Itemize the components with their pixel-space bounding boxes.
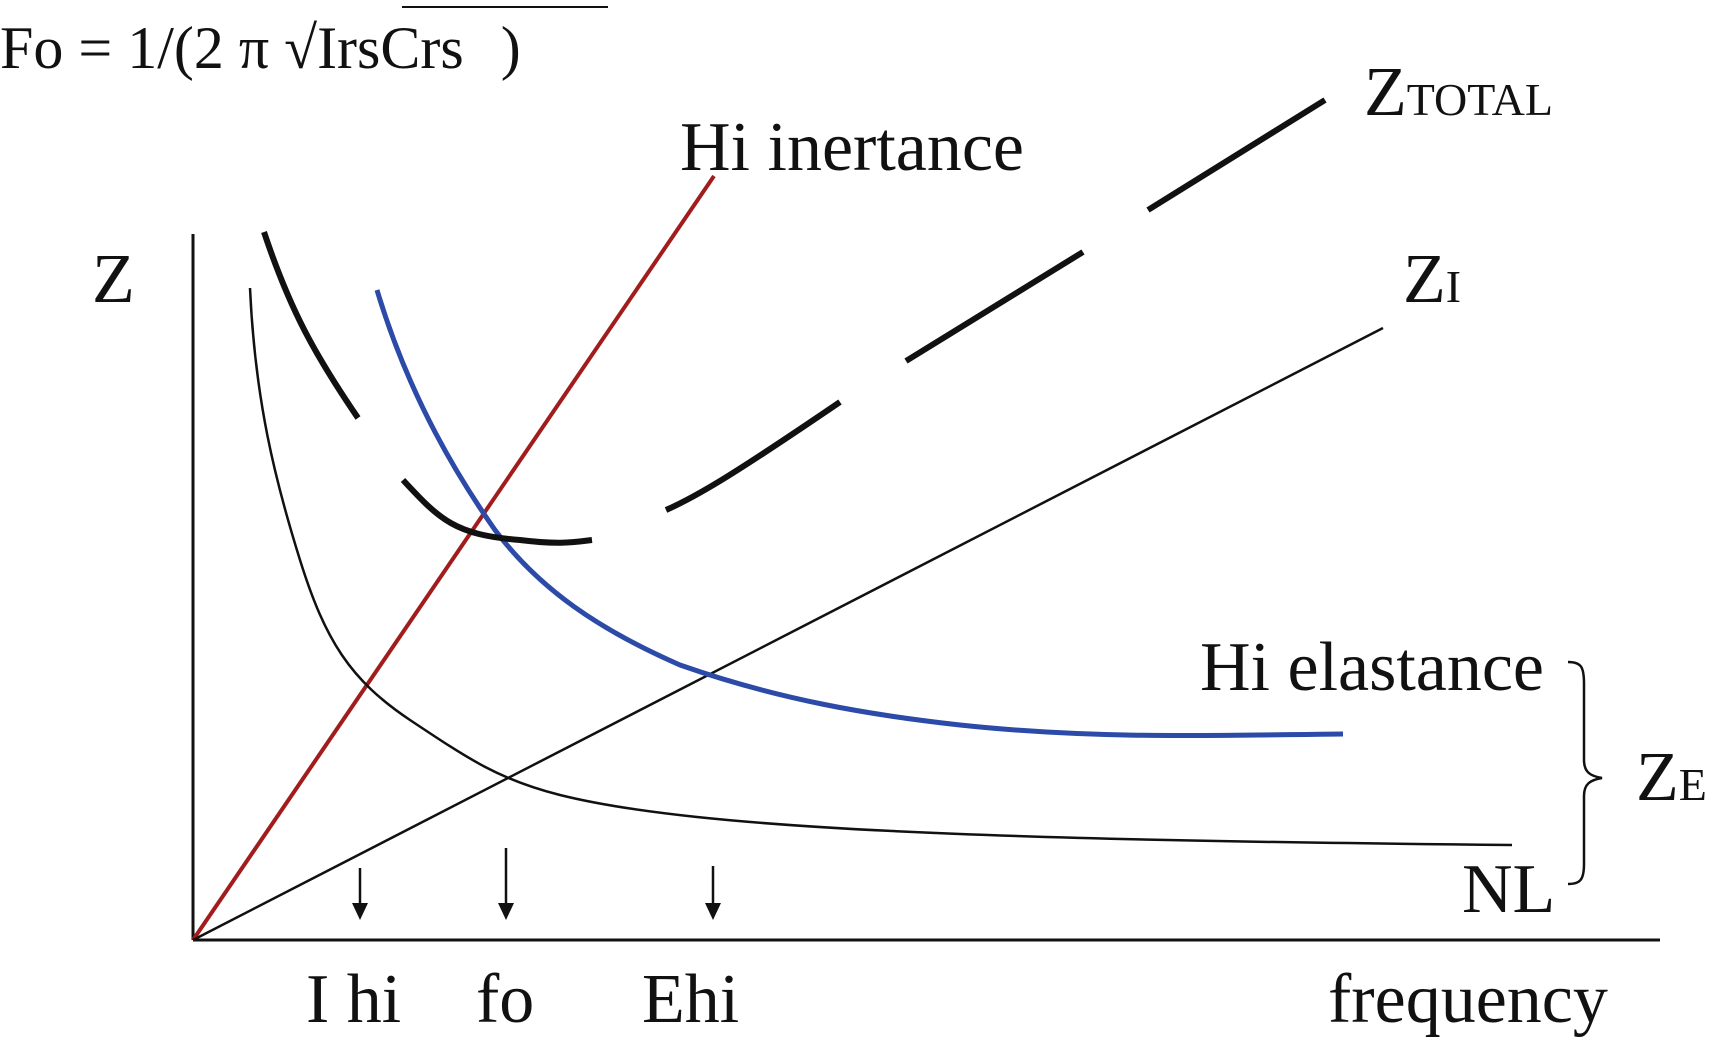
marker-label-i-hi: I hi	[306, 961, 401, 1037]
normal-lung-curve	[248, 287, 1513, 847]
hi-inertance-line	[191, 174, 716, 942]
marker-arrow-i-hi	[352, 868, 368, 920]
resonance-formula: Fo = 1/(2 π √IrsCrs )	[0, 15, 521, 81]
ze-label: ZE	[1636, 739, 1707, 816]
hi-inertance-label: Hi inertance	[680, 109, 1024, 186]
z-total-curve-segment-2	[400, 477, 593, 546]
hi-elastance-label: Hi elastance	[1200, 629, 1544, 706]
marker-label-fo: fo	[476, 961, 534, 1037]
z-total-curve-segment-3	[664, 399, 842, 513]
marker-arrow-ehi	[705, 866, 721, 920]
z-total-curve-segment-1	[261, 231, 361, 420]
marker-label-ehi: Ehi	[642, 961, 739, 1037]
ze-bracket	[1567, 660, 1603, 886]
nl-label: NL	[1462, 851, 1555, 928]
z-total-curve-segment-5	[1146, 97, 1327, 213]
zi-line	[192, 326, 1384, 942]
x-axis-label: frequency	[1328, 961, 1608, 1037]
y-axis-label: Z	[92, 241, 135, 318]
hi-elastance-curve	[374, 289, 1344, 739]
z-total-curve-segment-4	[904, 249, 1085, 364]
zi-label: ZI	[1403, 241, 1461, 318]
marker-arrow-fo	[498, 848, 514, 920]
z-total-label: ZTOTAL	[1364, 54, 1553, 131]
